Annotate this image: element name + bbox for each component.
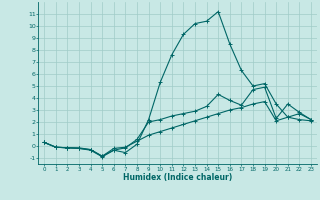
X-axis label: Humidex (Indice chaleur): Humidex (Indice chaleur) [123, 173, 232, 182]
